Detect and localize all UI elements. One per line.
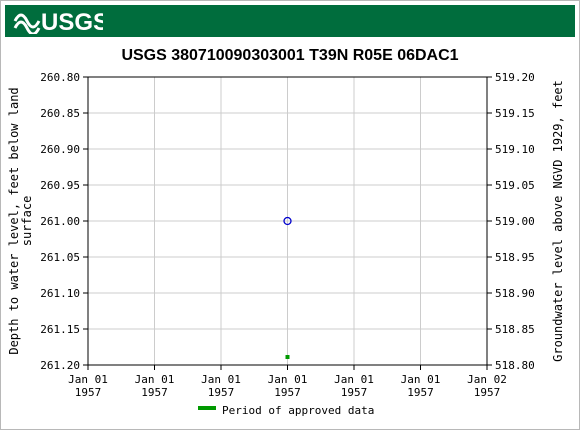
- legend-label: Period of approved data: [222, 404, 374, 417]
- right-tick-label: 519.10: [495, 143, 535, 156]
- right-tick-label: 518.85: [495, 323, 535, 336]
- x-tick-label-date: Jan 01: [68, 373, 108, 386]
- x-tick-label-year: 1957: [407, 386, 434, 399]
- usgs-logo[interactable]: USGS: [13, 8, 103, 34]
- x-tick-label-year: 1957: [274, 386, 301, 399]
- x-tick-label-date: Jan 01: [201, 373, 241, 386]
- right-y-axis: 519.20 519.15 519.10 519.05 519.00 518.95 518.…: [487, 71, 535, 372]
- left-tick-label: 261.20: [40, 359, 80, 372]
- left-y-axis: 260.80 260.85 260.90 260.95 261.00 261.05 261.…: [40, 71, 88, 372]
- legend: Period of approved data: [198, 404, 374, 417]
- right-tick-label: 519.05: [495, 179, 535, 192]
- left-tick-label: 260.80: [40, 71, 80, 84]
- x-tick-label-year: 1957: [208, 386, 235, 399]
- usgs-header-bar: USGS: [5, 5, 575, 37]
- data-point: [283, 216, 292, 226]
- x-tick-label-year: 1957: [341, 386, 368, 399]
- left-tick-label: 261.15: [40, 323, 80, 336]
- data-marks: [283, 216, 292, 359]
- x-tick-label-date: Jan 01: [401, 373, 441, 386]
- right-tick-label: 518.80: [495, 359, 535, 372]
- right-tick-label: 519.00: [495, 215, 535, 228]
- left-axis-label-line-2: surface: [20, 196, 34, 247]
- right-axis-label: Groundwater level above NGVD 1929, feet: [551, 80, 565, 362]
- right-tick-label: 519.15: [495, 107, 535, 120]
- right-tick-label: 518.95: [495, 251, 535, 264]
- usgs-wave-icon: [13, 13, 41, 34]
- left-axis-label-line-1: Depth to water level, feet below land: [7, 87, 21, 354]
- x-tick-label-date: Jan 01: [135, 373, 175, 386]
- x-tick-label-date: Jan 01: [268, 373, 308, 386]
- left-tick-label: 261.00: [40, 215, 80, 228]
- usgs-logo-text: USGS: [41, 9, 103, 34]
- x-tick-label-date: Jan 01: [334, 373, 374, 386]
- right-tick-label: 519.20: [495, 71, 535, 84]
- x-tick-label-year: 1957: [141, 386, 168, 399]
- left-tick-label: 261.10: [40, 287, 80, 300]
- left-tick-label: 260.85: [40, 107, 80, 120]
- left-tick-label: 260.95: [40, 179, 80, 192]
- left-tick-label: 261.05: [40, 251, 80, 264]
- grid-lines: [88, 77, 487, 365]
- legend-swatch: [198, 406, 216, 410]
- x-tick-label-year: 1957: [474, 386, 501, 399]
- right-tick-label: 518.90: [495, 287, 535, 300]
- left-tick-label: 260.90: [40, 143, 80, 156]
- chart-title: USGS 380710090303001 T39N R05E 06DAC1: [121, 47, 458, 64]
- x-tick-label-date: Jan 02: [467, 373, 507, 386]
- approved-period-marker: [285, 355, 290, 359]
- x-tick-label-year: 1957: [75, 386, 102, 399]
